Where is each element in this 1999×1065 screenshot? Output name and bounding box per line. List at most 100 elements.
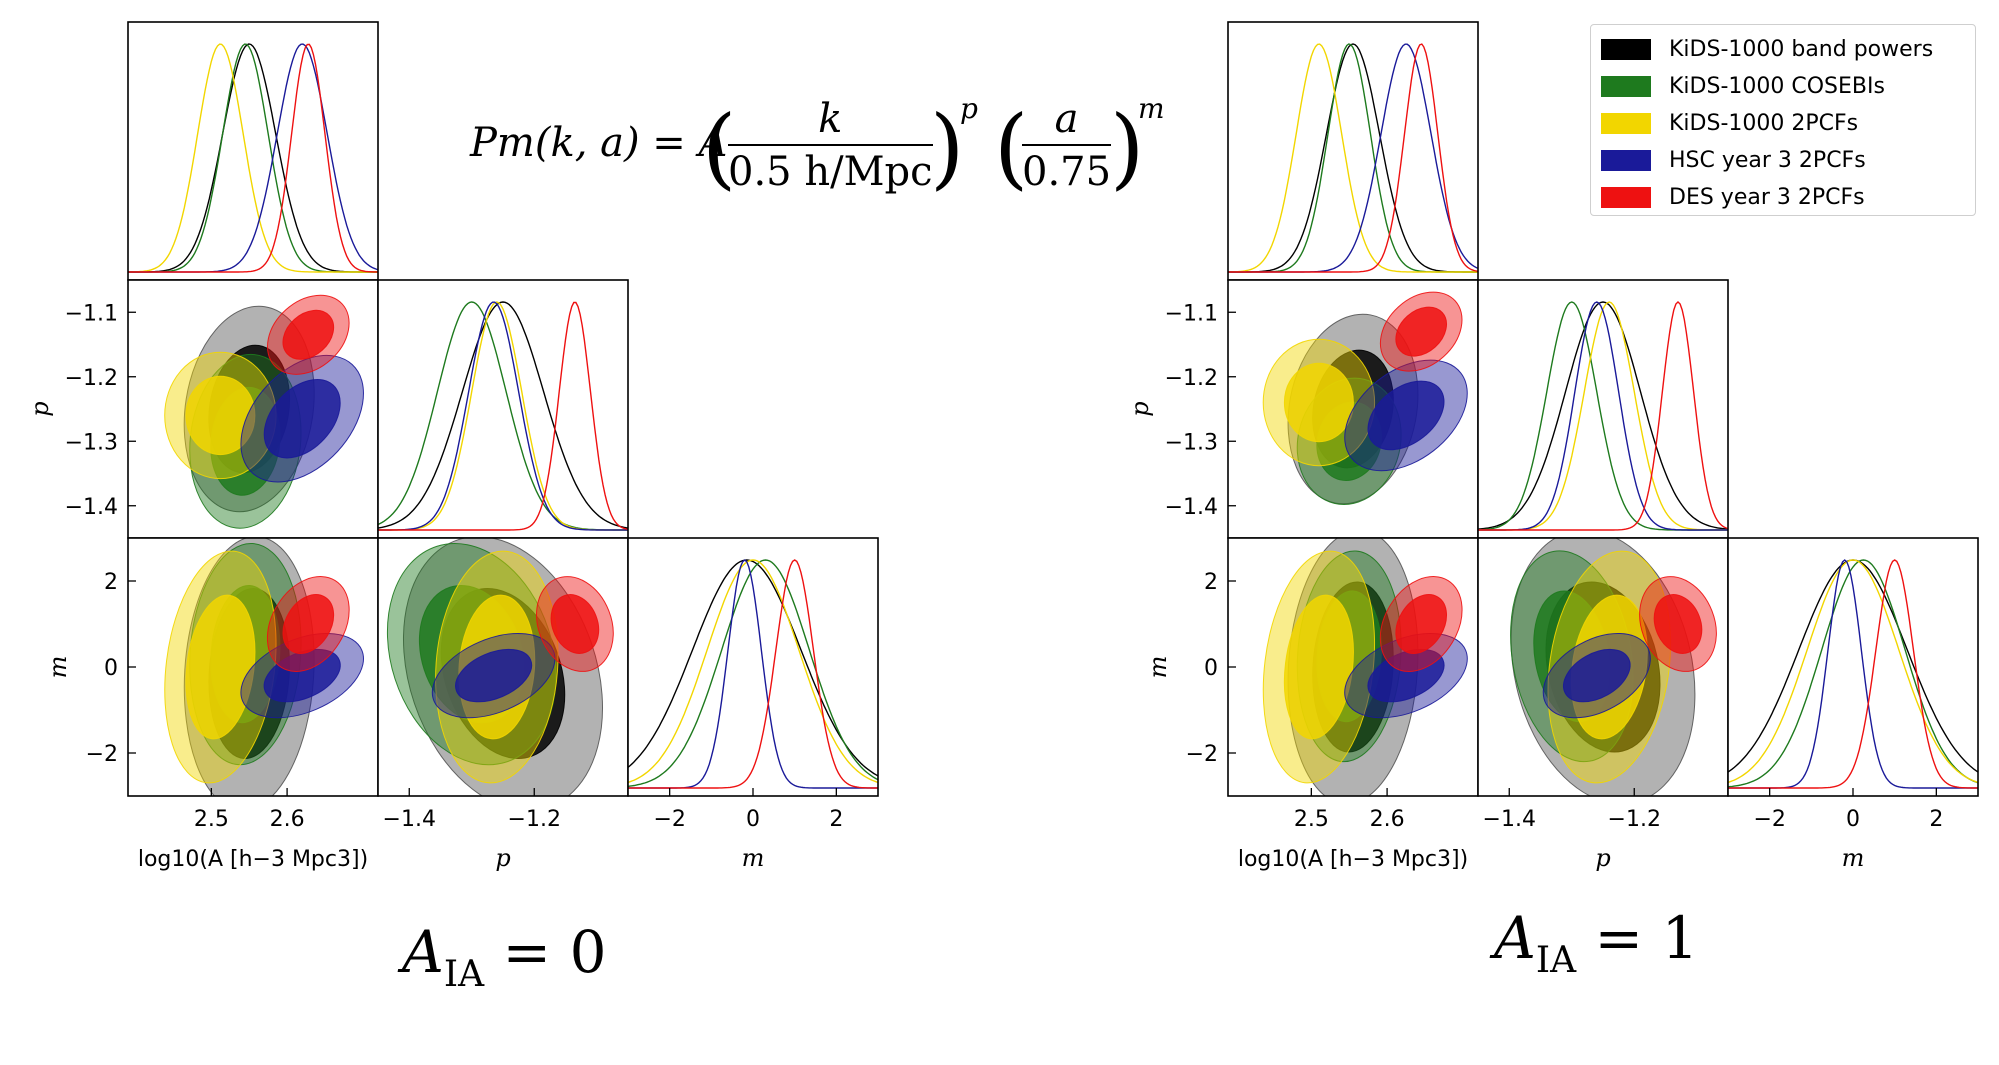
left-title-eq: = 0: [502, 918, 607, 986]
marginal-curve: [378, 301, 628, 531]
x-tick-label: 2.6: [270, 807, 305, 832]
left-title-ia: IA: [443, 954, 485, 995]
marginal-curve: [628, 559, 878, 784]
y-tick-label: −2: [1186, 742, 1218, 767]
y-tick-label: −1.4: [65, 495, 118, 520]
x-tick-label: −1.4: [1483, 807, 1536, 832]
y-tick-label: −1.2: [1165, 366, 1218, 391]
y-tick-label: −1.1: [65, 301, 118, 326]
x-tick-label: −1.2: [1608, 807, 1661, 832]
legend: KiDS-1000 band powers KiDS-1000 COSEBIs …: [1590, 24, 1976, 216]
panel-content: [386, 538, 614, 796]
panel-content: [1262, 291, 1468, 505]
y-axis-label-p: p: [1126, 401, 1154, 416]
right-title-a: A: [1494, 904, 1536, 972]
x-tick-label: 0: [746, 807, 760, 832]
x-axis-label-m: m: [1842, 844, 1865, 872]
left-panel-title: AIA = 0: [402, 918, 606, 995]
formula-a: a: [1022, 94, 1112, 146]
panel-m-m: −2 0 2: [1727, 537, 1979, 832]
legend-item: HSC year 3 2PCFs: [1601, 142, 1965, 179]
y-axis-label-m: m: [44, 656, 72, 679]
formula-k: k: [728, 94, 933, 146]
formula-frac-k: k 0.5 h/Mpc: [728, 94, 933, 198]
x-tick-label: −2: [653, 807, 685, 832]
left-title-a: A: [402, 918, 444, 986]
contour-68: [1367, 648, 1445, 703]
formula-paren-open-1: (: [702, 96, 737, 199]
x-tick-label: 2.5: [1294, 807, 1329, 832]
legend-item: DES year 3 2PCFs: [1601, 179, 1965, 216]
x-axis-label-p: p: [495, 844, 510, 872]
contour-68: [550, 594, 600, 654]
panel-content: [1510, 538, 1717, 796]
x-axis-label-m: m: [742, 844, 765, 872]
x-axis-label-logA: log10(A [h−3 Mpc3]): [1238, 847, 1468, 872]
contour-68: [1395, 306, 1447, 357]
contour-68: [1367, 380, 1445, 451]
panel-logA-logA: [1227, 21, 1479, 281]
panel-p-p: [1477, 279, 1729, 539]
contour-68: [263, 378, 341, 459]
contour-68: [455, 648, 533, 703]
panel-background: [1228, 22, 1478, 280]
formula-lhs: Pm(k, a) = A: [470, 120, 728, 166]
marginal-curve: [1228, 43, 1478, 273]
legend-swatch: [1601, 187, 1651, 208]
marginal-curve: [1728, 559, 1978, 788]
x-tick-label: 2: [829, 807, 843, 832]
marginal-curve: [628, 559, 878, 777]
legend-item: KiDS-1000 COSEBIs: [1601, 68, 1965, 105]
legend-item: KiDS-1000 2PCFs: [1601, 105, 1965, 142]
contour-68: [1283, 362, 1354, 443]
formula-m: m: [1138, 92, 1165, 125]
contour-68: [1563, 648, 1631, 703]
panel-logA-p: −1.4 −1.3 −1.2 −1.1: [65, 279, 379, 539]
panel-logA-m: 2.5 2.6 −2 0 2: [86, 537, 379, 832]
contour-68: [1653, 594, 1703, 654]
contour-68: [1395, 594, 1448, 654]
contour-68: [185, 375, 256, 456]
legend-label: KiDS-1000 2PCFs: [1669, 111, 1859, 136]
panel-p-m: −1.4 −1.2: [377, 537, 629, 832]
legend-item: KiDS-1000 band powers: [1601, 31, 1965, 68]
panel-content: [1228, 43, 1478, 273]
corner-plot-aia-0: −1.4 −1.3 −1.2 −1.1 2.5 2.6 −2 0 2 −1.4 −1.2 −2 0 2 lo…: [26, 21, 879, 872]
y-axis-label-m: m: [1144, 656, 1172, 679]
panel-p-m: −1.4 −1.2: [1477, 537, 1729, 832]
marginal-curve: [378, 301, 628, 531]
right-title-ia: IA: [1535, 940, 1577, 981]
legend-swatch: [1601, 150, 1651, 171]
y-tick-label: −1.4: [1165, 495, 1218, 520]
formula-k-den: 0.5 h/Mpc: [728, 149, 933, 195]
formula-p: p: [960, 92, 978, 125]
y-tick-label: −1.3: [1165, 430, 1218, 455]
panel-content: [128, 43, 378, 273]
marginal-curve: [1228, 43, 1478, 273]
y-tick-label: −1.2: [65, 366, 118, 391]
formula-frac-a: a 0.75: [1022, 94, 1112, 198]
right-title-eq: = 1: [1594, 904, 1699, 972]
panel-content: [164, 538, 365, 796]
marginal-curve: [1728, 559, 1978, 784]
marginal-curve: [628, 559, 878, 788]
marginal-curve: [128, 43, 378, 273]
marginal-curve: [128, 43, 378, 273]
y-tick-label: −2: [86, 742, 118, 767]
power-law-formula: Pm(k, a) = A ( k 0.5 h/Mpc ) p ( a 0.75 …: [470, 90, 1165, 205]
panel-background: [628, 538, 878, 796]
legend-label: KiDS-1000 band powers: [1669, 37, 1934, 62]
marginal-curve: [1478, 301, 1728, 531]
panel-content: [1478, 301, 1728, 531]
y-axis-label-p: p: [26, 401, 54, 416]
x-tick-label: 2.6: [1370, 807, 1405, 832]
legend-label: KiDS-1000 COSEBIs: [1669, 74, 1885, 99]
legend-swatch: [1601, 76, 1651, 97]
y-tick-label: 2: [1204, 570, 1218, 595]
right-panel-title: AIA = 1: [1494, 904, 1698, 981]
legend-swatch: [1601, 113, 1651, 134]
contour-68: [282, 309, 335, 360]
panel-logA-m: 2.5 2.6 −2 0 2: [1186, 537, 1479, 832]
